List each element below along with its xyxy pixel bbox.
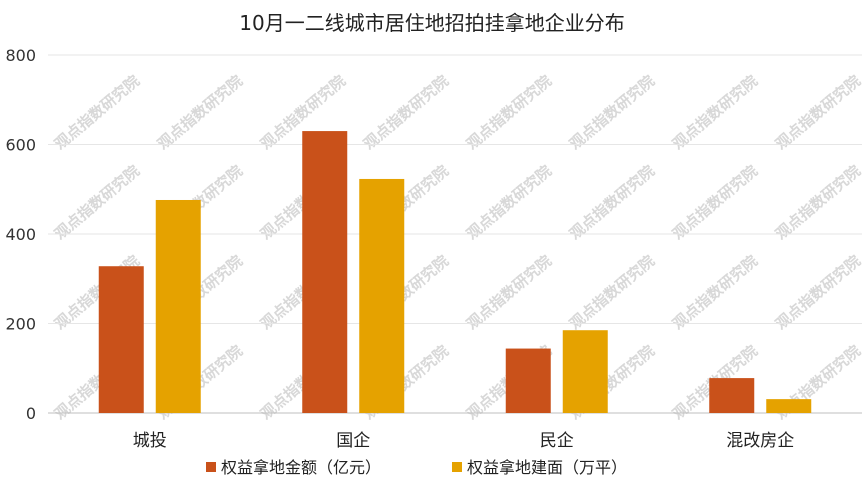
bar — [98, 266, 144, 413]
legend: 权益拿地金额（亿元） 权益拿地建面（万平） — [206, 458, 627, 477]
chart-title: 10月一二线城市居住地招拍挂拿地企业分布 — [239, 11, 624, 35]
watermark-text: 观点指数研究院 — [463, 162, 555, 243]
watermark-text: 观点指数研究院 — [669, 72, 761, 153]
bar — [562, 330, 608, 413]
x-category-label: 民企 — [540, 431, 574, 451]
watermark-text: 观点指数研究院 — [566, 72, 658, 153]
bar — [359, 178, 405, 413]
watermark-text: 观点指数研究院 — [154, 72, 246, 153]
watermark-text: 观点指数研究院 — [463, 252, 555, 333]
legend-label: 权益拿地金额（亿元） — [221, 458, 381, 477]
y-axis-ticks: 0 200 400 600 800 — [5, 46, 36, 423]
bar — [766, 399, 812, 413]
bar — [302, 131, 348, 413]
x-category-label: 混改房企 — [726, 431, 794, 451]
bars — [98, 131, 812, 413]
legend-swatch — [206, 462, 216, 472]
y-tick-label: 800 — [5, 46, 36, 65]
x-category-label: 城投 — [133, 431, 167, 451]
bar — [505, 348, 551, 413]
y-tick-label: 400 — [5, 225, 36, 244]
watermark-text: 观点指数研究院 — [51, 162, 143, 243]
bar — [155, 199, 201, 413]
watermark-text: 观点指数研究院 — [51, 72, 143, 153]
watermark-text: 观点指数研究院 — [772, 252, 864, 333]
y-tick-label: 0 — [26, 404, 36, 423]
x-axis-categories: 城投 国企 民企 混改房企 — [133, 431, 795, 451]
watermark-text: 观点指数研究院 — [566, 252, 658, 333]
y-tick-label: 200 — [5, 315, 36, 334]
legend-swatch — [452, 462, 462, 472]
legend-label: 权益拿地建面（万平） — [467, 458, 627, 477]
x-category-label: 国企 — [336, 431, 370, 451]
watermark-text: 观点指数研究院 — [772, 162, 864, 243]
bar — [709, 378, 755, 413]
watermark-text: 观点指数研究院 — [566, 162, 658, 243]
watermark-text: 观点指数研究院 — [772, 72, 864, 153]
watermark-text: 观点指数研究院 — [669, 252, 761, 333]
watermark-text: 观点指数研究院 — [669, 162, 761, 243]
y-tick-label: 600 — [5, 136, 36, 155]
watermark-text: 观点指数研究院 — [360, 72, 452, 153]
watermark-text: 观点指数研究院 — [463, 72, 555, 153]
